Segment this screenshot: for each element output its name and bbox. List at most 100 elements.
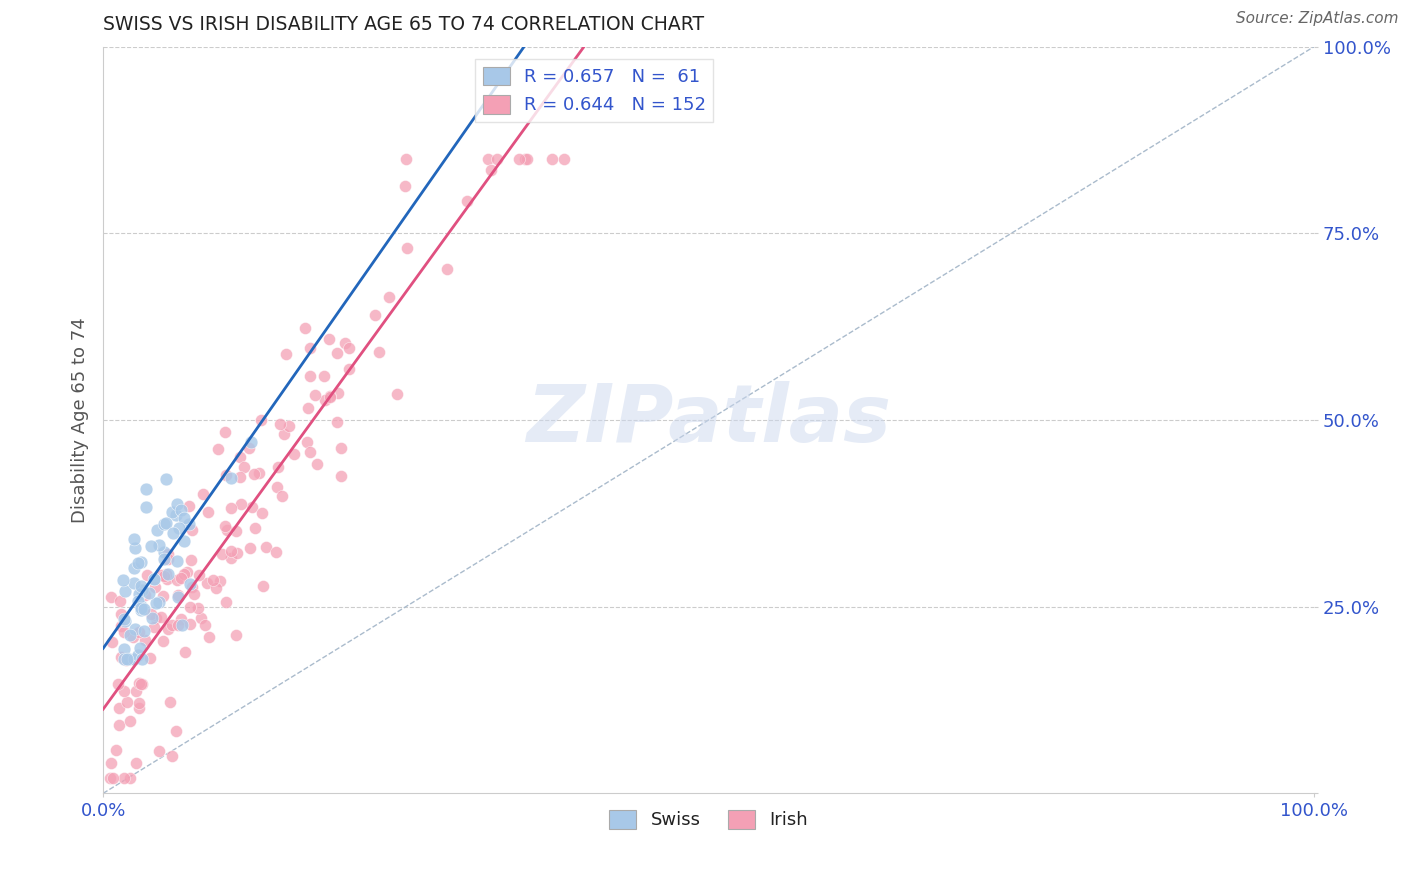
Point [179,617,201,632]
Point [110,607,132,621]
Y-axis label: Disability Age 65 to 74: Disability Age 65 to 74 [72,318,89,523]
Point [312,369,335,384]
Point [166,574,188,588]
Point [110,618,132,632]
Point [540,152,562,166]
Point [139,650,162,665]
Point [145,611,167,625]
Point [129,677,152,691]
Point [299,342,322,356]
Point [110,594,132,608]
Point [553,152,575,166]
Point [114,615,136,629]
Point [177,517,200,532]
Point [107,677,129,691]
Point [363,308,385,322]
Point [197,505,219,519]
Point [194,617,217,632]
Point [278,418,301,433]
Point [108,718,131,732]
Point [136,567,159,582]
Point [100,591,122,605]
Point [156,566,179,581]
Point [128,587,150,601]
Point [270,489,292,503]
Point [127,648,149,662]
Point [180,553,202,567]
Point [139,607,162,621]
Point [240,500,263,514]
Point [228,470,250,484]
Point [145,596,167,610]
Point [367,345,389,359]
Point [221,544,243,558]
Point [165,724,187,739]
Point [516,152,538,166]
Point [139,540,162,554]
Point [122,576,145,591]
Point [176,566,198,580]
Point [204,581,226,595]
Point [157,552,180,566]
Point [165,508,187,523]
Point [112,642,135,657]
Point [273,427,295,442]
Point [174,645,197,659]
Point [385,386,408,401]
Point [219,470,242,484]
Point [254,540,277,554]
Point [110,650,132,665]
Point [214,425,236,440]
Point [115,695,138,709]
Point [170,503,193,517]
Point [148,744,170,758]
Point [319,389,342,403]
Point [326,345,349,359]
Point [283,446,305,460]
Point [250,413,273,427]
Point [221,500,243,515]
Point [143,572,166,586]
Point [122,652,145,666]
Point [155,472,177,486]
Point [134,588,156,602]
Point [325,415,347,429]
Point [134,633,156,648]
Point [153,545,176,559]
Point [225,628,247,642]
Point [118,652,141,666]
Point [112,624,135,639]
Point [252,579,274,593]
Point [211,547,233,561]
Point [146,523,169,537]
Point [115,652,138,666]
Point [329,469,352,483]
Point [112,772,135,786]
Point [118,714,141,728]
Point [215,595,238,609]
Point [148,538,170,552]
Point [307,457,329,471]
Point [515,152,537,166]
Point [131,677,153,691]
Point [329,441,352,455]
Point [233,460,256,475]
Point [143,580,166,594]
Point [214,468,236,483]
Point [170,571,193,585]
Point [221,551,243,566]
Point [100,756,122,770]
Point [101,635,124,649]
Point [149,567,172,582]
Point [239,541,262,556]
Point [159,695,181,709]
Point [148,595,170,609]
Point [129,600,152,615]
Point [208,574,231,588]
Point [299,445,322,459]
Point [141,610,163,624]
Point [153,517,176,532]
Point [190,611,212,625]
Point [121,630,143,644]
Point [166,591,188,605]
